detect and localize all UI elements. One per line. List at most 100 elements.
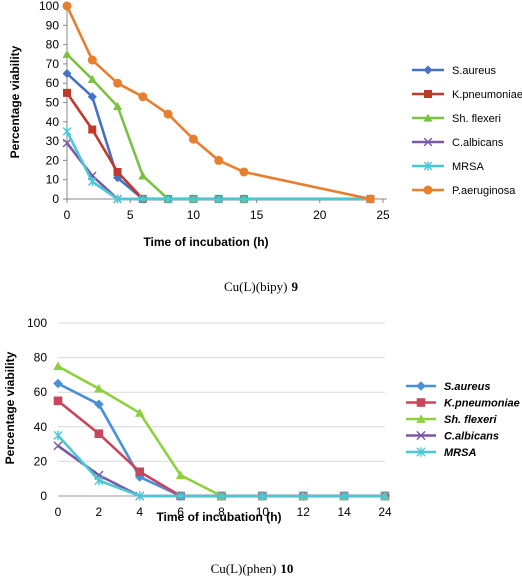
point-sh-flexeri (138, 171, 148, 180)
legend-label: S.aureus (452, 65, 497, 77)
point-sh-flexeri (113, 101, 123, 110)
chart1-y-tick-label: 100 (39, 0, 59, 13)
point-p-aeruginosa (365, 194, 375, 204)
point-mrsa (380, 491, 390, 501)
chart1-y-tick-label: 60 (46, 76, 60, 90)
legend-label: Sh. flexeri (452, 113, 501, 125)
chart2-x-tick-label: 6 (177, 505, 184, 519)
chart2-x-tick-label: 10 (256, 505, 270, 519)
legend-label: MRSA (444, 447, 476, 459)
point-c-albicans (53, 441, 63, 451)
series-line-sh-flexeri (57, 365, 385, 498)
point-p-aeruginosa (163, 109, 173, 119)
point-mrsa (62, 126, 72, 136)
legend-item-s-aureus: S.aureus (412, 65, 497, 77)
chart1-y-ticks: 0 10 20 30 40 50 60 70 80 90 100 (39, 0, 59, 206)
point-mrsa (257, 491, 267, 501)
series-line-k-pneumoniae (65, 92, 371, 201)
legend-item-sh-flexeri: Sh. flexeri (406, 414, 498, 426)
legend-label: Sh. flexeri (444, 414, 498, 426)
legend-label: MRSA (452, 161, 484, 173)
point-k-pneumoniae (53, 396, 63, 406)
point-sh-flexeri (62, 49, 72, 58)
legend-item-s-aureus: S.aureus (406, 381, 490, 393)
chart1-y-tick-label: 50 (46, 96, 60, 110)
legend-item-mrsa: MRSA (406, 447, 476, 459)
chart2-y-ticks: 0 20 40 60 80 100 (27, 316, 47, 503)
chart1-y-tick-label: 10 (46, 173, 60, 187)
legend-label: S.aureus (444, 381, 490, 393)
chart1-x-tick-label: 10 (187, 208, 201, 222)
point-s-aureus (87, 92, 97, 102)
point-mrsa (176, 491, 186, 501)
series-sh-flexeri (62, 49, 375, 203)
chart2-y-tick-label: 60 (34, 385, 48, 399)
point-mrsa (94, 475, 104, 486)
series-k-pneumoniae (63, 88, 375, 203)
legend-item-c-albicans: C.albicans (412, 137, 504, 149)
point-mrsa (135, 491, 145, 501)
legend-marker (424, 90, 432, 98)
chart2-caption: Cu(L)(phen) 10 (211, 561, 294, 576)
legend-marker (423, 65, 433, 75)
chart1-axes (63, 4, 387, 203)
legend-item-p-aeruginosa: P.aeruginosa (412, 185, 516, 197)
chart2-gridlines (58, 322, 385, 497)
chart2-x-tick-label: 24 (378, 505, 392, 519)
point-k-pneumoniae (113, 167, 122, 176)
point-mrsa (189, 194, 198, 204)
point-mrsa (239, 194, 249, 204)
point-p-aeruginosa (239, 167, 249, 177)
chart1-y-tick-label: 40 (46, 115, 60, 129)
chart2-y-axis-label: Percentage viability (3, 351, 17, 464)
point-mrsa (138, 194, 148, 204)
chart1-x-tick-label: 25 (376, 208, 390, 222)
point-k-pneumoniae (94, 429, 104, 439)
legend-label: C.albicans (452, 137, 504, 149)
chart-cu-bipy: 0 5 10 15 20 25 0 10 20 30 40 50 60 70 80 90 100 Time o… (8, 0, 522, 249)
chart1-y-axis-label: Percentage viability (8, 45, 22, 158)
chart2-y-tick-label: 20 (34, 454, 48, 468)
point-p-aeruginosa (138, 92, 148, 102)
point-sh-flexeri (53, 361, 63, 371)
series-line-k-pneumoniae (57, 399, 385, 498)
series-line-s-aureus (66, 72, 371, 201)
series-s-aureus (62, 69, 375, 204)
point-sh-flexeri (94, 383, 104, 393)
chart1-y-tick-label: 90 (46, 18, 60, 32)
legend-item-k-pneumoniae: K.pneumoniae (406, 398, 520, 410)
chart2-y-tick-label: 100 (27, 316, 47, 330)
legend-label: K.pneumoniae (452, 89, 522, 101)
point-p-aeruginosa (113, 78, 123, 88)
point-p-aeruginosa (87, 55, 97, 65)
legend-item-k-pneumoniae: K.pneumoniae (412, 89, 522, 101)
point-mrsa (214, 194, 223, 204)
point-mrsa (298, 491, 308, 501)
legend-marker (416, 398, 426, 407)
point-c-albicans (62, 138, 72, 148)
point-p-aeruginosa (188, 134, 198, 144)
chart1-x-tick-label: 0 (64, 208, 71, 222)
series-mrsa (53, 430, 390, 501)
point-mrsa (163, 194, 173, 204)
chart1-x-axis-label: Time of incubation (h) (143, 235, 268, 249)
chart2-x-tick-label: 12 (297, 505, 311, 519)
chart2-series (53, 361, 390, 501)
legend-marker (423, 137, 433, 147)
chart1-legend: S.aureus K.pneumoniae Sh. flexeri C.albican… (412, 65, 522, 197)
chart2-x-ticks: 0 2 4 6 8 10 12 14 24 (55, 505, 392, 519)
legend-marker (423, 185, 433, 195)
point-s-aureus (53, 378, 63, 389)
chart2-x-tick-label: 0 (55, 505, 62, 519)
chart2-y-tick-label: 40 (34, 420, 48, 434)
series-p-aeruginosa (62, 1, 375, 204)
chart1-caption-number: 9 (292, 279, 299, 294)
series-line-sh-flexeri (66, 53, 371, 201)
chart1-caption: Cu(L)(bipy) 9 (224, 279, 299, 294)
chart1-y-tick-label: 0 (52, 192, 59, 206)
chart1-x-tick-label: 5 (127, 208, 134, 222)
chart1-caption-text: Cu(L)(bipy) (224, 279, 288, 294)
legend-label: C.albicans (444, 431, 499, 443)
point-k-pneumoniae (135, 467, 145, 477)
